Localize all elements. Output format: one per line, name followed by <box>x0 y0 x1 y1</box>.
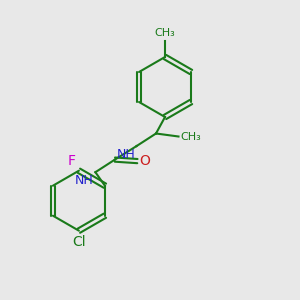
Text: NH: NH <box>75 174 94 187</box>
Text: F: F <box>67 154 75 168</box>
Text: NH: NH <box>116 148 135 160</box>
Text: CH₃: CH₃ <box>180 131 201 142</box>
Text: O: O <box>139 154 150 168</box>
Text: Cl: Cl <box>72 235 86 249</box>
Text: CH₃: CH₃ <box>154 28 176 38</box>
